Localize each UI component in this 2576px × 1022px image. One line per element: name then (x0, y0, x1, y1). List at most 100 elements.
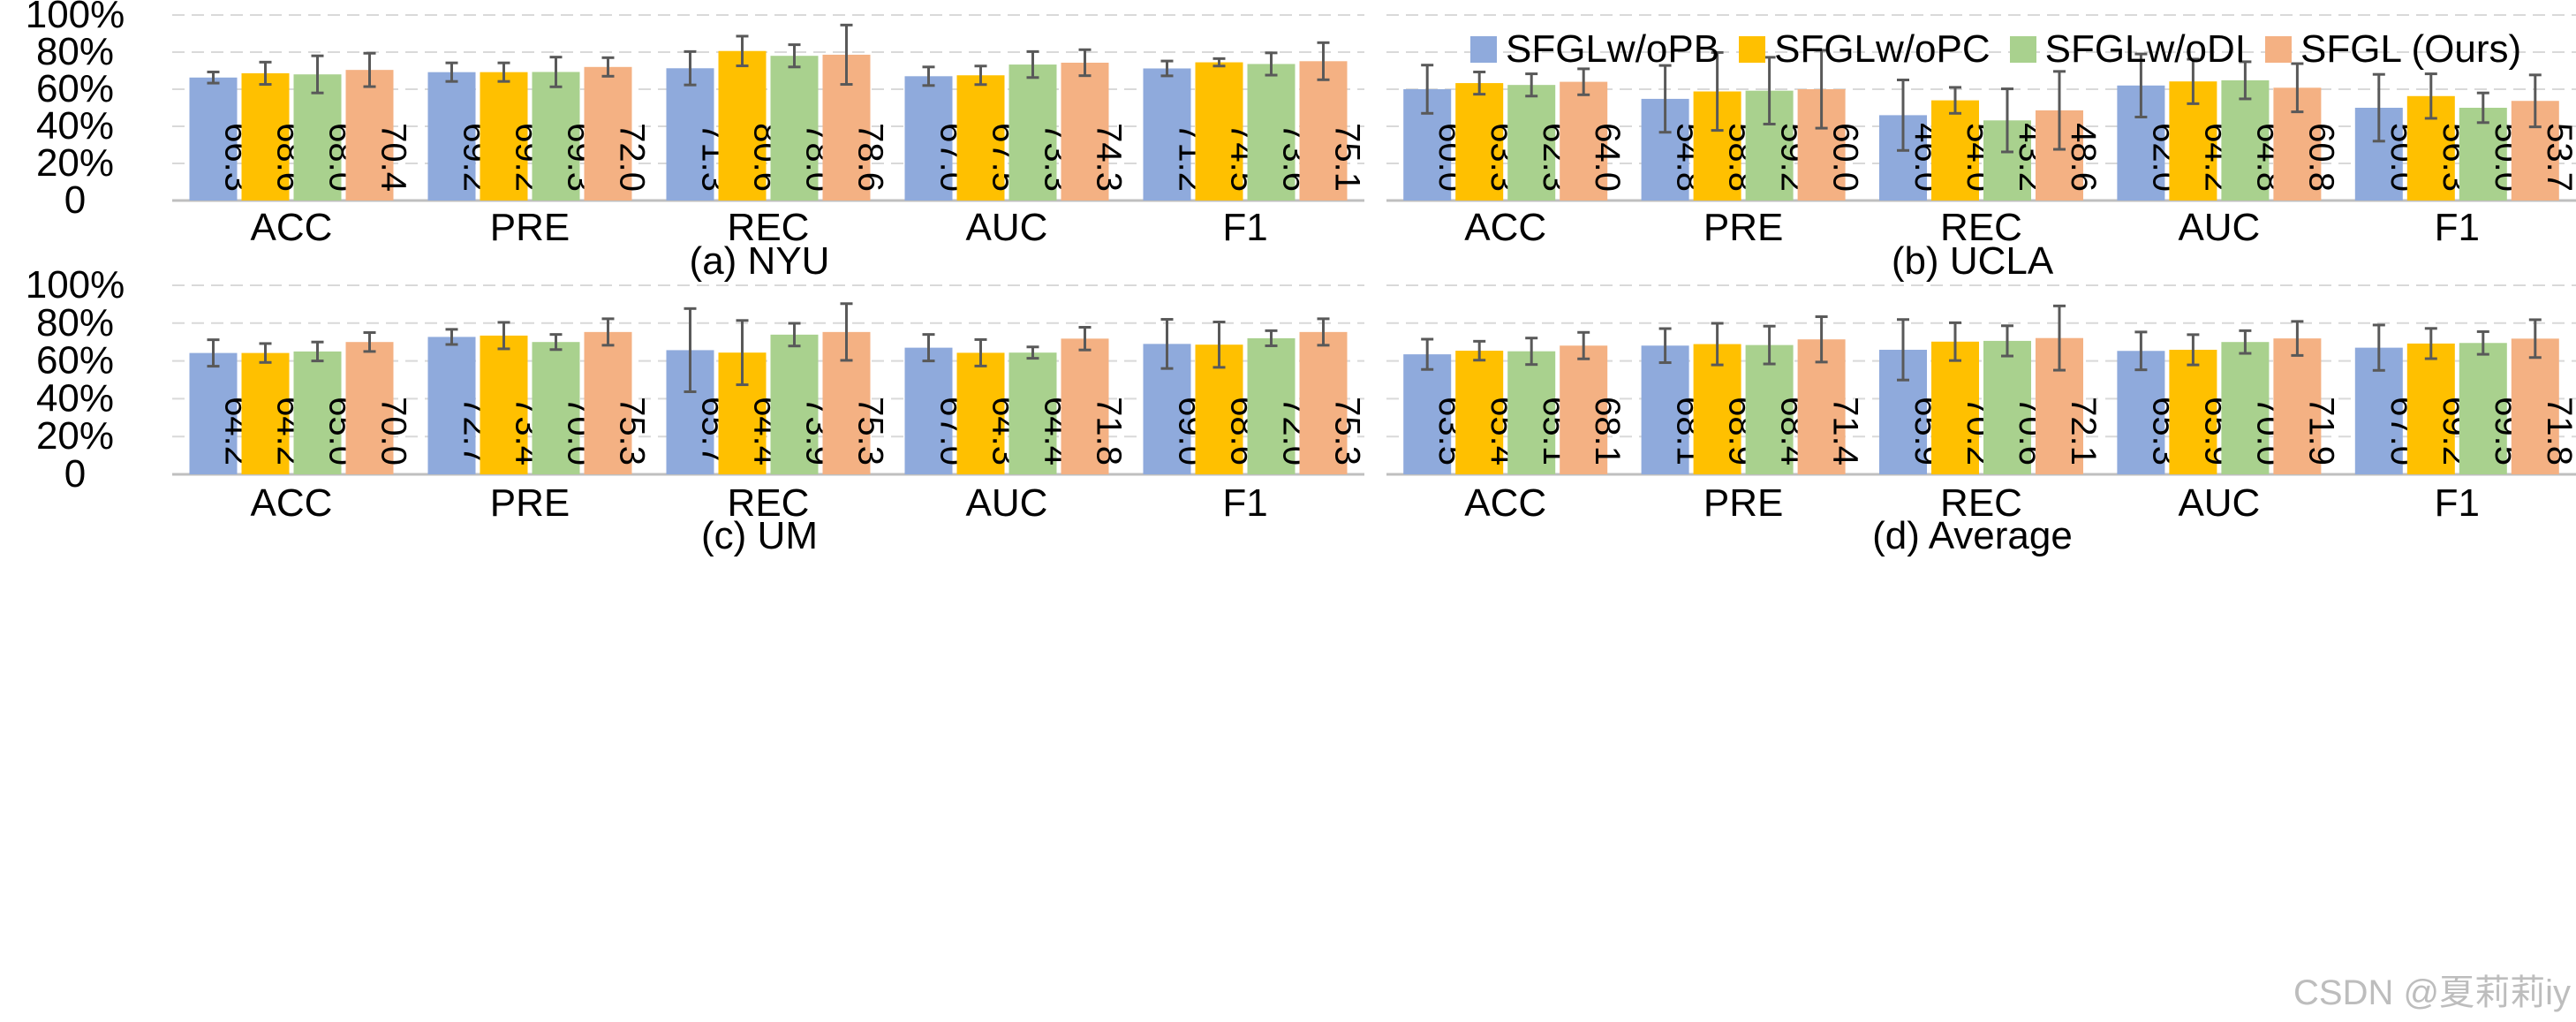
data-label: 75.1 (1328, 123, 1367, 192)
bar-um-di-acc (293, 351, 342, 474)
bar-nyu-pc-f1 (1195, 62, 1243, 201)
legend-swatch-pc (1739, 36, 1766, 63)
data-label: 74.3 (1090, 123, 1129, 192)
bar-um-pb-auc (904, 347, 953, 474)
bar-average-ours-auc (2273, 338, 2322, 474)
bar-nyu-pc-rec (718, 50, 767, 201)
chart-title-um: (c) UM (701, 514, 818, 557)
data-label: 72.1 (2064, 397, 2103, 466)
watermark: CSDN @夏莉莉iy (2293, 973, 2571, 1012)
data-label: 71.4 (1826, 397, 1865, 466)
bar-um-pb-pre (427, 337, 476, 474)
legend-label-di: SFGLw/oDI (2044, 27, 2246, 71)
bar-nyu-pb-acc (189, 77, 238, 201)
data-label: 53.7 (2540, 123, 2576, 192)
bar-um-di-rec (770, 334, 819, 474)
legend-item-di: SFGLw/oDI (2009, 27, 2246, 72)
category-label: F1 (2435, 481, 2480, 525)
legend: SFGLw/oPB SFGLw/oPC SFGLw/oDI SFGL (Ours… (1470, 25, 2521, 74)
chart-panel-um: 020%40%60%80%100%64.2 64.2 65.0 70.0ACC72.7… (26, 263, 1367, 557)
legend-item-pc: SFGLw/oPC (1739, 27, 1991, 72)
bar-nyu-ours-f1 (1299, 61, 1348, 201)
category-label: AUC (966, 206, 1048, 249)
bar-nyu-di-auc (1008, 64, 1057, 201)
legend-swatch-di (2009, 36, 2036, 63)
data-label: 75.3 (1328, 397, 1367, 466)
bar-average-di-auc (2221, 342, 2270, 474)
bar-ucla-pc-acc (1455, 83, 1504, 201)
bar-average-pc-f1 (2406, 343, 2455, 474)
bar-average-pc-rec (1931, 341, 1979, 474)
bar-um-di-pre (532, 342, 580, 474)
category-label: REC (728, 206, 810, 249)
legend-item-ours: SFGL (Ours) (2265, 27, 2521, 72)
bar-nyu-pc-auc (956, 75, 1005, 201)
data-label: 48.6 (2064, 123, 2103, 192)
y-tick-label: 40% (36, 376, 114, 420)
y-tick-label: 40% (36, 104, 114, 148)
bar-um-di-auc (1008, 352, 1057, 474)
bar-average-ours-acc (1560, 345, 1608, 474)
data-label: 68.1 (1588, 397, 1627, 466)
data-label: 71.9 (2301, 397, 2340, 466)
data-label: 72.0 (613, 123, 652, 192)
data-label: 71.8 (2540, 397, 2576, 466)
bar-nyu-di-acc (293, 74, 342, 201)
legend-item-pb: SFGLw/oPB (1470, 27, 1719, 72)
bar-nyu-pc-acc (241, 72, 290, 201)
bar-um-pc-auc (956, 352, 1005, 474)
bar-average-di-pre (1745, 344, 1794, 474)
category-label: ACC (1464, 481, 1546, 525)
data-label: 60.0 (1826, 123, 1865, 192)
bar-um-pb-acc (189, 352, 238, 474)
bar-ucla-di-auc (2221, 79, 2270, 201)
y-tick-label: 80% (36, 30, 114, 73)
data-label: 75.3 (613, 397, 652, 466)
data-label: 64.0 (1588, 123, 1627, 192)
y-tick-label: 80% (36, 301, 114, 344)
bar-nyu-di-pre (532, 72, 580, 201)
bar-nyu-di-f1 (1247, 64, 1296, 201)
legend-swatch-ours (2265, 36, 2292, 63)
bar-um-pc-pre (480, 335, 528, 474)
bar-um-ours-acc (345, 342, 394, 474)
bar-average-di-acc (1507, 351, 1556, 474)
chart-title-ucla: (b) UCLA (1892, 239, 2054, 283)
y-tick-label: 0 (64, 178, 86, 222)
bar-nyu-pb-auc (904, 76, 953, 201)
category-label: PRE (490, 481, 570, 525)
bar-nyu-pb-rec (666, 68, 714, 201)
category-label: F1 (1222, 481, 1267, 525)
category-label: PRE (490, 206, 570, 249)
bar-um-pc-acc (241, 352, 290, 474)
data-label: 70.0 (374, 397, 413, 466)
bar-nyu-pb-f1 (1143, 68, 1191, 201)
bar-um-ours-pre (584, 331, 632, 474)
bar-ucla-di-acc (1507, 85, 1556, 201)
bar-um-di-f1 (1247, 337, 1296, 474)
y-tick-label: 60% (36, 67, 114, 110)
bar-nyu-di-rec (770, 56, 819, 201)
bar-nyu-pc-pre (480, 72, 528, 201)
legend-label-pc: SFGLw/oPC (1774, 27, 1991, 71)
category-label: ACC (251, 481, 333, 525)
category-label: AUC (2178, 206, 2260, 249)
bar-average-pc-auc (2169, 349, 2217, 474)
bar-ucla-pc-rec (1931, 100, 1979, 201)
y-tick-label: 20% (36, 414, 114, 458)
bar-um-ours-f1 (1299, 331, 1348, 474)
chart-panel-nyu: 020%40%60%80%100%66.3 68.6 68.0 70.4ACC69.2… (26, 0, 1367, 283)
data-label: 75.3 (851, 397, 890, 466)
category-label: ACC (251, 206, 333, 249)
data-label: 78.6 (851, 123, 890, 192)
y-tick-label: 100% (26, 0, 125, 36)
category-label: REC (1940, 206, 2022, 249)
chart-title-nyu: (a) NYU (690, 239, 830, 283)
bar-nyu-ours-auc (1061, 62, 1109, 201)
category-label: REC (728, 481, 810, 525)
category-label: AUC (2178, 481, 2260, 525)
bar-nyu-ours-acc (345, 70, 394, 201)
bar-average-pb-pre (1641, 345, 1689, 474)
y-tick-label: 60% (36, 339, 114, 382)
